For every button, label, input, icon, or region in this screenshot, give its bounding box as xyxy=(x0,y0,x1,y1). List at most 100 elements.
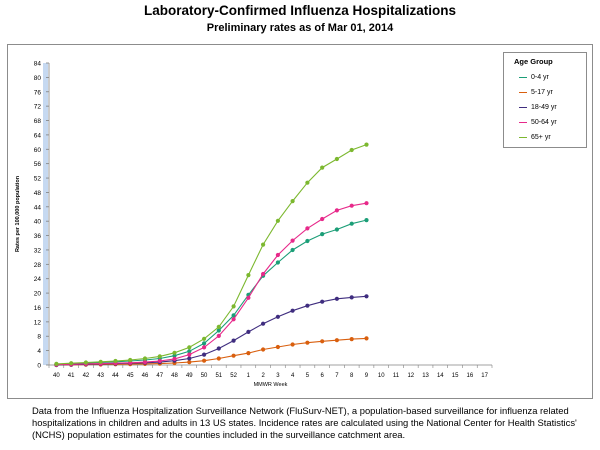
y-tick-label: 44 xyxy=(34,204,42,211)
y-tick-label: 32 xyxy=(34,247,42,254)
data-point xyxy=(216,346,221,351)
legend-swatch xyxy=(519,92,527,93)
data-point xyxy=(334,227,339,232)
y-tick-label: 68 xyxy=(34,118,42,125)
x-tick-label: 43 xyxy=(97,373,104,379)
data-point xyxy=(305,226,310,231)
data-point xyxy=(334,338,339,343)
y-axis-band xyxy=(43,63,48,365)
chart-subtitle: Preliminary rates as of Mar 01, 2014 xyxy=(206,22,394,34)
series-line-4 xyxy=(56,144,367,365)
legend-label: 0-4 yr xyxy=(531,74,549,81)
data-point xyxy=(305,303,310,308)
series-line-0 xyxy=(56,219,367,366)
chart-title: Laboratory-Confirmed Influenza Hospitali… xyxy=(143,3,457,18)
y-tick-label: 8 xyxy=(37,334,41,341)
data-point xyxy=(231,317,236,322)
y-tick-label: 0 xyxy=(37,363,41,370)
x-tick-label: 3 xyxy=(276,373,280,379)
data-point xyxy=(246,273,251,278)
x-tick-label: 50 xyxy=(201,373,208,379)
data-point xyxy=(231,338,236,343)
data-point xyxy=(54,361,59,366)
data-point xyxy=(320,339,325,344)
series-line-3 xyxy=(56,202,367,366)
data-point xyxy=(157,354,162,359)
data-point xyxy=(231,304,236,309)
x-tick-label: 6 xyxy=(321,373,325,379)
data-point xyxy=(261,321,266,326)
data-point xyxy=(349,295,354,300)
x-tick-label: 8 xyxy=(350,373,354,379)
y-tick-label: 60 xyxy=(34,147,42,154)
data-point xyxy=(290,199,295,204)
data-point xyxy=(187,345,192,350)
y-tick-label: 80 xyxy=(34,75,42,82)
x-tick-label: 10 xyxy=(378,373,385,379)
data-point xyxy=(290,308,295,313)
data-point xyxy=(187,360,192,365)
data-point xyxy=(187,352,192,357)
data-point xyxy=(69,361,74,366)
data-point xyxy=(261,242,266,247)
x-tick-label: 15 xyxy=(452,373,459,379)
data-point xyxy=(216,324,221,329)
data-point xyxy=(216,328,221,333)
x-tick-label: 17 xyxy=(481,373,488,379)
x-tick-label: 14 xyxy=(437,373,444,379)
data-point xyxy=(320,232,325,237)
legend-item: 5-17 yr xyxy=(504,85,586,100)
data-point xyxy=(187,356,192,361)
data-point xyxy=(349,337,354,342)
data-point xyxy=(364,142,369,147)
data-point xyxy=(320,299,325,304)
data-point xyxy=(305,238,310,244)
legend-label: 50-64 yr xyxy=(531,119,557,126)
data-point xyxy=(364,336,369,341)
data-point xyxy=(98,359,103,364)
data-point xyxy=(231,353,236,358)
y-tick-label: 72 xyxy=(34,104,42,111)
legend-swatch xyxy=(519,77,527,78)
data-point xyxy=(172,350,177,355)
data-point xyxy=(275,344,280,350)
plot-area xyxy=(49,63,492,365)
data-point xyxy=(275,218,280,223)
data-point xyxy=(246,329,251,334)
y-tick-label: 12 xyxy=(34,319,42,326)
legend-label: 18-49 yr xyxy=(531,104,557,111)
legend-label: 65+ yr xyxy=(531,134,551,141)
data-point xyxy=(261,271,266,277)
data-point xyxy=(113,358,118,364)
x-tick-label: 5 xyxy=(306,373,310,379)
y-tick-label: 64 xyxy=(34,132,42,139)
data-point xyxy=(364,294,369,299)
chart-frame xyxy=(7,44,593,399)
data-point xyxy=(349,221,354,226)
x-tick-label: 13 xyxy=(422,373,429,379)
y-tick-label: 36 xyxy=(34,233,42,240)
data-point xyxy=(187,349,192,354)
data-point xyxy=(202,352,207,357)
x-tick-label: 40 xyxy=(53,373,60,379)
data-point xyxy=(334,208,339,213)
y-tick-label: 28 xyxy=(34,262,42,269)
y-tick-label: 40 xyxy=(34,219,42,226)
legend-swatch xyxy=(519,107,527,108)
series-line-1 xyxy=(56,337,367,366)
x-tick-label: 52 xyxy=(230,373,237,379)
y-tick-label: 76 xyxy=(34,89,42,96)
data-point xyxy=(261,347,266,352)
x-tick-label: 47 xyxy=(156,373,163,379)
x-tick-label: 7 xyxy=(335,373,339,379)
x-tick-label: 46 xyxy=(142,373,149,379)
y-tick-label: 20 xyxy=(34,291,42,298)
data-point xyxy=(275,260,280,265)
y-tick-label: 56 xyxy=(34,161,42,168)
data-point xyxy=(216,356,221,361)
x-tick-label: 4 xyxy=(291,373,295,379)
y-tick-label: 4 xyxy=(37,348,41,355)
data-point xyxy=(320,216,325,222)
legend-title: Age Group xyxy=(514,57,553,66)
data-point xyxy=(290,342,295,347)
